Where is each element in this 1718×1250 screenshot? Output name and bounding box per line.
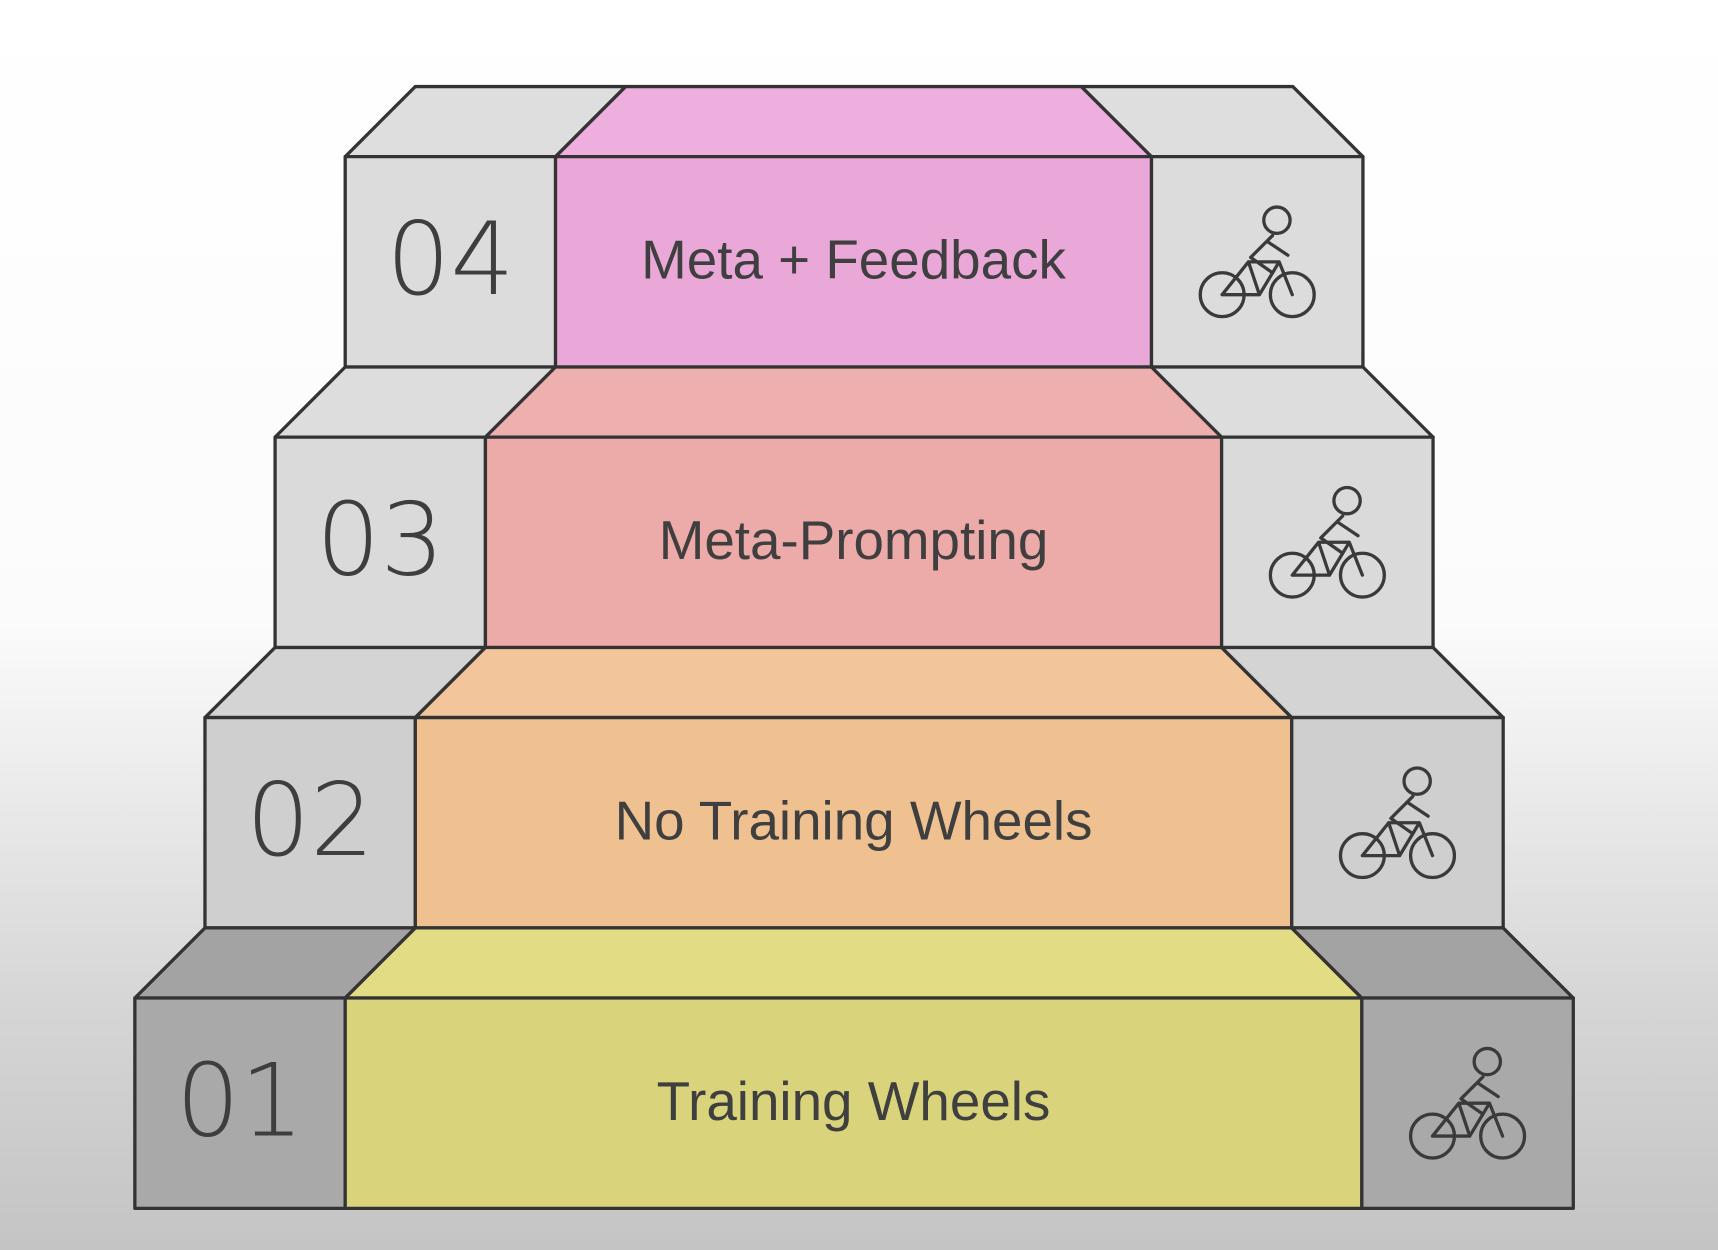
step-top-center bbox=[553, 84, 1154, 159]
step-label: Training Wheels bbox=[657, 1070, 1051, 1132]
bike-icon bbox=[1268, 485, 1386, 599]
step-number: 01 bbox=[176, 1041, 304, 1159]
bike-icon bbox=[1408, 1046, 1527, 1160]
step-label: Meta + Feedback bbox=[641, 228, 1066, 290]
rider-head bbox=[1262, 205, 1292, 235]
step-number: 02 bbox=[246, 761, 374, 879]
step-number: 04 bbox=[386, 200, 514, 318]
bike-icon bbox=[1198, 205, 1316, 319]
rider-body bbox=[1249, 233, 1290, 275]
rider-body bbox=[1389, 794, 1430, 836]
step-label-box bbox=[483, 435, 1224, 650]
step-top-center bbox=[483, 365, 1224, 439]
wheel bbox=[1408, 832, 1457, 880]
rider-head bbox=[1332, 485, 1362, 516]
wheel bbox=[1479, 1112, 1527, 1160]
wheel bbox=[1268, 271, 1316, 319]
rider-head bbox=[1472, 1046, 1503, 1077]
step-number-box bbox=[273, 435, 488, 650]
step-label: Meta-Prompting bbox=[659, 509, 1049, 571]
step-label-box bbox=[413, 715, 1294, 930]
rider-body bbox=[1319, 514, 1360, 555]
wheel bbox=[1338, 551, 1386, 599]
bike-icon bbox=[1338, 766, 1457, 880]
step-number: 03 bbox=[316, 480, 444, 598]
step-number-box bbox=[133, 996, 347, 1211]
step-label-box bbox=[343, 996, 1364, 1211]
step-number-box bbox=[343, 155, 558, 369]
rider-head bbox=[1402, 766, 1432, 796]
step-label: No Training Wheels bbox=[615, 789, 1093, 851]
step-top-center bbox=[413, 645, 1294, 720]
rider-body bbox=[1459, 1075, 1500, 1116]
step-top-center bbox=[343, 926, 1364, 1000]
